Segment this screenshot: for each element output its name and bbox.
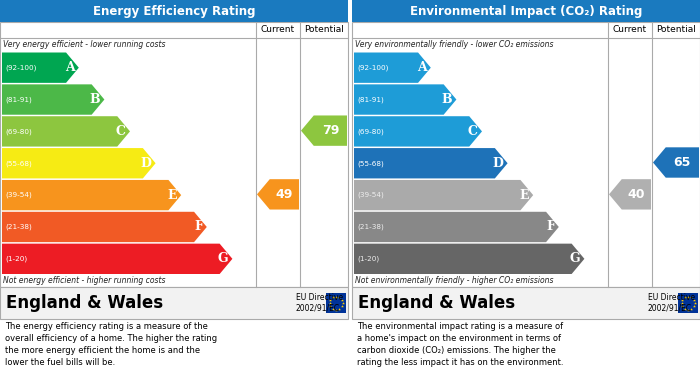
Text: 2002/91/EC: 2002/91/EC — [296, 303, 340, 312]
Bar — [326, 293, 346, 313]
Text: (81-91): (81-91) — [357, 96, 384, 103]
Text: E: E — [168, 188, 177, 202]
Text: G: G — [570, 252, 580, 265]
Text: B: B — [90, 93, 100, 106]
Text: The energy efficiency rating is a measure of the
overall efficiency of a home. T: The energy efficiency rating is a measur… — [5, 322, 217, 368]
Polygon shape — [301, 115, 347, 146]
Polygon shape — [257, 179, 299, 210]
Text: Environmental Impact (CO₂) Rating: Environmental Impact (CO₂) Rating — [410, 5, 642, 18]
Text: (69-80): (69-80) — [357, 128, 384, 135]
Polygon shape — [2, 180, 181, 210]
Text: F: F — [194, 221, 203, 233]
Bar — [0, 22, 348, 287]
Polygon shape — [354, 244, 584, 274]
Text: Current: Current — [261, 25, 295, 34]
Text: (92-100): (92-100) — [5, 65, 36, 71]
Text: (55-68): (55-68) — [5, 160, 32, 167]
Polygon shape — [354, 116, 482, 147]
Text: (55-68): (55-68) — [357, 160, 384, 167]
Text: 2002/91/EC: 2002/91/EC — [648, 303, 692, 312]
Bar — [352, 0, 700, 22]
Text: England & Wales: England & Wales — [6, 294, 163, 312]
Text: F: F — [546, 221, 555, 233]
Polygon shape — [609, 179, 651, 210]
Bar — [352, 287, 700, 319]
Polygon shape — [354, 84, 456, 115]
Polygon shape — [354, 180, 533, 210]
Text: Potential: Potential — [304, 25, 344, 34]
Text: (21-38): (21-38) — [357, 224, 384, 230]
Polygon shape — [354, 148, 508, 178]
Bar — [0, 0, 348, 22]
Bar — [0, 287, 348, 319]
Text: (21-38): (21-38) — [5, 224, 32, 230]
Text: England & Wales: England & Wales — [358, 294, 515, 312]
Text: Potential: Potential — [656, 25, 696, 34]
Polygon shape — [354, 52, 430, 83]
Polygon shape — [2, 116, 130, 147]
Polygon shape — [653, 147, 699, 178]
Text: (81-91): (81-91) — [5, 96, 32, 103]
Text: B: B — [442, 93, 452, 106]
Text: C: C — [116, 125, 126, 138]
Text: EU Directive: EU Directive — [296, 294, 343, 303]
Text: D: D — [141, 157, 152, 170]
Text: (1-20): (1-20) — [5, 256, 27, 262]
Text: 79: 79 — [322, 124, 339, 137]
Text: Current: Current — [613, 25, 647, 34]
Text: 49: 49 — [276, 188, 293, 201]
Bar — [678, 293, 698, 313]
Text: Not energy efficient - higher running costs: Not energy efficient - higher running co… — [3, 276, 165, 285]
Polygon shape — [354, 212, 559, 242]
Text: Not environmentally friendly - higher CO₂ emissions: Not environmentally friendly - higher CO… — [355, 276, 554, 285]
Bar — [352, 22, 700, 287]
Polygon shape — [2, 52, 79, 83]
Text: A: A — [65, 61, 75, 74]
Polygon shape — [2, 84, 104, 115]
Polygon shape — [2, 212, 206, 242]
Text: E: E — [519, 188, 529, 202]
Text: (69-80): (69-80) — [5, 128, 32, 135]
Text: Energy Efficiency Rating: Energy Efficiency Rating — [92, 5, 256, 18]
Text: G: G — [218, 252, 228, 265]
Text: The environmental impact rating is a measure of
a home's impact on the environme: The environmental impact rating is a mea… — [357, 322, 564, 368]
Text: 40: 40 — [628, 188, 645, 201]
Text: EU Directive: EU Directive — [648, 294, 695, 303]
Text: Very energy efficient - lower running costs: Very energy efficient - lower running co… — [3, 40, 165, 49]
Text: D: D — [493, 157, 503, 170]
Text: (92-100): (92-100) — [357, 65, 388, 71]
Text: C: C — [468, 125, 478, 138]
Text: 65: 65 — [673, 156, 691, 169]
Text: A: A — [417, 61, 427, 74]
Polygon shape — [2, 148, 155, 178]
Text: (1-20): (1-20) — [357, 256, 379, 262]
Text: (39-54): (39-54) — [5, 192, 32, 198]
Text: Very environmentally friendly - lower CO₂ emissions: Very environmentally friendly - lower CO… — [355, 40, 554, 49]
Text: (39-54): (39-54) — [357, 192, 384, 198]
Polygon shape — [2, 244, 232, 274]
